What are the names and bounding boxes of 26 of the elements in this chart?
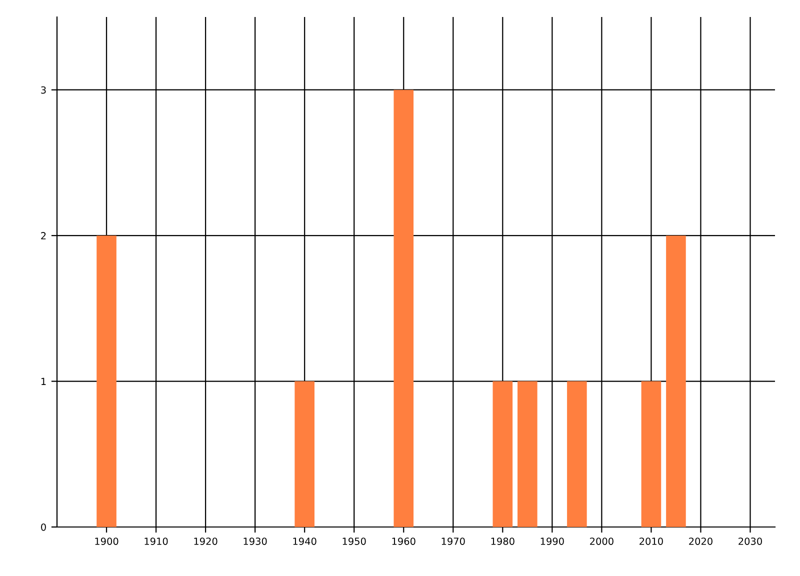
x-tick-label: 2010: [640, 538, 663, 545]
x-tick-label: 1920: [194, 538, 218, 545]
x-tick-label: 1910: [144, 538, 168, 545]
bar: [518, 381, 538, 527]
x-tick-label: 2000: [590, 538, 614, 545]
x-tick-label: 2030: [738, 538, 762, 545]
x-tick-label: 1970: [442, 538, 465, 545]
y-tick-label: 1: [41, 378, 46, 385]
x-tick-label: 1980: [491, 538, 514, 545]
x-tick-label: 1950: [342, 538, 366, 545]
bar: [294, 381, 314, 527]
x-tick-label: 1900: [95, 538, 118, 545]
y-tick-label: 3: [41, 86, 46, 94]
x-tick-label: 2020: [689, 538, 712, 545]
bar: [641, 381, 662, 527]
bar: [394, 90, 414, 527]
x-tick-label: 1930: [244, 538, 267, 545]
x-tick-label: 1960: [392, 538, 416, 545]
x-tick-label: 1990: [540, 538, 564, 545]
bar: [492, 381, 513, 527]
bar: [96, 236, 116, 527]
bar: [666, 236, 686, 527]
y-tick-label: 0: [41, 523, 46, 531]
y-tick-label: 2: [41, 232, 46, 240]
bar: [567, 381, 587, 527]
x-tick-label: 1940: [293, 538, 316, 545]
